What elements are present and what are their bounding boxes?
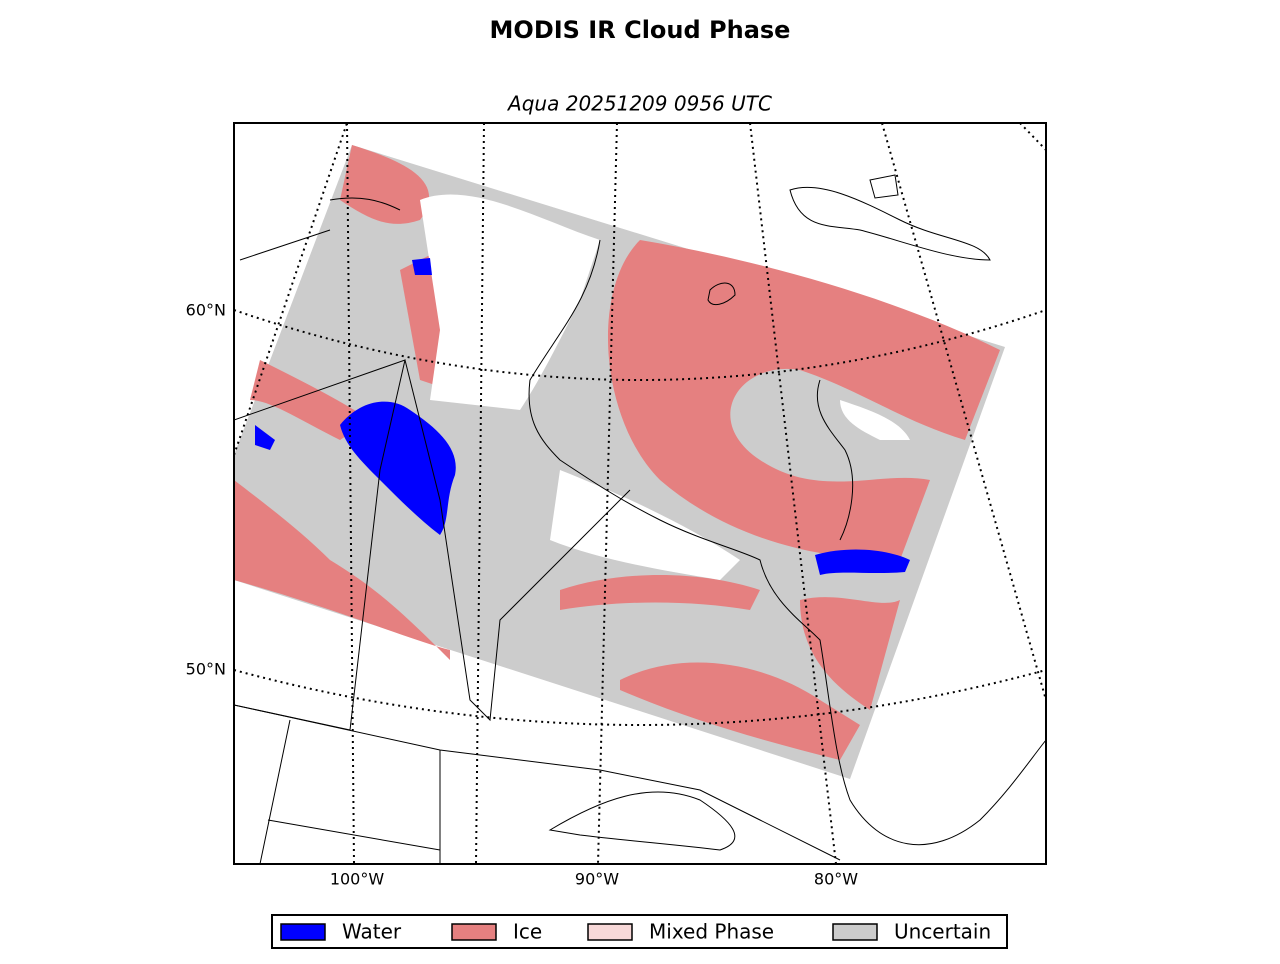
lon-label: 80°W: [814, 870, 858, 889]
legend-swatch: [280, 923, 326, 941]
graticule: [234, 123, 1046, 864]
legend: Water Ice Mixed Phase Uncertain: [280, 920, 991, 944]
legend-label: Mixed Phase: [649, 920, 774, 944]
legend-label: Uncertain: [894, 920, 991, 944]
legend-label: Ice: [513, 920, 542, 944]
legend-box: [271, 914, 1008, 949]
lat-label: 50°N: [186, 660, 226, 679]
subtitle: Aqua 20251209 0956 UTC: [506, 92, 772, 116]
coastlines: [234, 174, 1046, 864]
legend-swatch: [832, 923, 878, 941]
title: MODIS IR Cloud Phase: [490, 16, 791, 44]
map-frame: [233, 122, 1047, 865]
swath: [234, 145, 1005, 779]
water-regions: [255, 258, 910, 575]
legend-swatch: [587, 923, 633, 941]
lon-label: 90°W: [575, 870, 619, 889]
clear-regions: [420, 194, 910, 580]
legend-swatch: [451, 923, 497, 941]
map-area: [234, 123, 1046, 864]
ice-regions: [234, 145, 1000, 760]
lat-label: 60°N: [186, 301, 226, 320]
lon-label: 100°W: [330, 870, 385, 889]
legend-label: Water: [342, 920, 402, 944]
